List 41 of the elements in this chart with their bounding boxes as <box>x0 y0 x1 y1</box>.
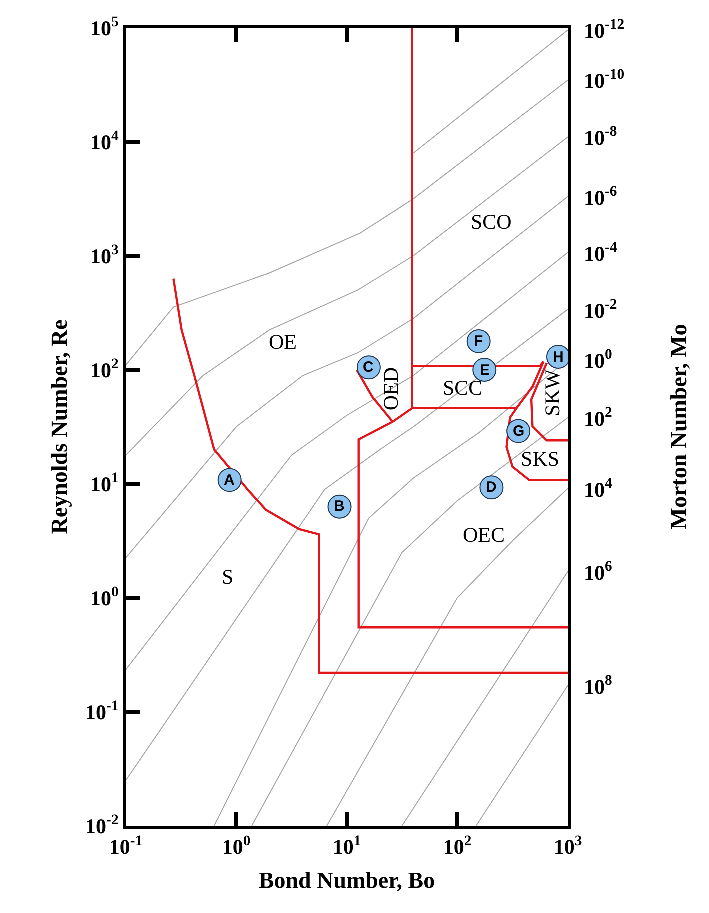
annotation: G <box>513 423 525 440</box>
annotation: F <box>474 333 484 350</box>
annotation: OE <box>269 330 297 354</box>
annotation: OED <box>378 367 403 411</box>
y-tick-label: 10$^{-1}$ <box>86 698 119 724</box>
annotation: 10$^{-2}$ <box>584 297 618 323</box>
annotation: 10$^{-12}$ <box>584 17 625 43</box>
annotation: B <box>334 498 345 515</box>
annotation: 10$^{6}$ <box>584 559 612 585</box>
x-axis-title: Bond Number, Bo <box>258 868 436 893</box>
y-tick-label: 10$^{2}$ <box>90 356 119 382</box>
annotation: S <box>222 565 234 589</box>
annotation: 10$^{-6}$ <box>584 184 618 210</box>
annotation: E <box>480 362 490 379</box>
y2-axis-title: Morton Number, Mo <box>666 324 692 530</box>
annotation: 10$^{4}$ <box>584 476 613 502</box>
y-tick-label: 10$^{4}$ <box>90 128 120 154</box>
annotation: SCC <box>443 376 483 400</box>
annotation: 10$^{2}$ <box>584 405 612 431</box>
annotation: 10$^{-10}$ <box>584 67 625 93</box>
annotation: OEC <box>463 523 505 547</box>
annotation: 10$^{8}$ <box>584 673 612 699</box>
y-tick-label: 10$^{5}$ <box>90 14 119 40</box>
annotation: 10$^{-8}$ <box>584 124 618 150</box>
annotation: A <box>224 472 235 489</box>
y-tick-label: 10$^{1}$ <box>90 470 119 496</box>
x-tick-label: 10$^{3}$ <box>554 833 582 860</box>
y-tick-label: 10$^{3}$ <box>90 242 119 268</box>
annotation: SKS <box>521 447 560 471</box>
annotation: 10$^{-4}$ <box>584 240 618 266</box>
annotation: H <box>553 349 564 366</box>
annotation: C <box>363 359 374 376</box>
x-tick-label: 10$^{0}$ <box>222 833 251 860</box>
annotation: SCO <box>471 210 512 234</box>
annotation: D <box>486 479 497 496</box>
y-tick-label: 10$^{0}$ <box>90 584 119 610</box>
x-tick-label: 10$^{2}$ <box>443 833 472 860</box>
annotation: SKW <box>540 369 565 416</box>
y-axis-title: Reynolds Number, Re <box>47 320 72 534</box>
x-tick-label: 10$^{1}$ <box>332 833 362 860</box>
annotation: 10$^{0}$ <box>584 347 612 373</box>
